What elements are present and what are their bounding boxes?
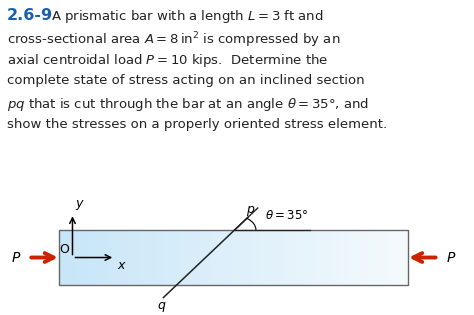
Bar (111, 230, 118, 285)
Bar (280, 230, 286, 285)
Bar (100, 230, 106, 285)
Bar (315, 230, 320, 285)
Text: $\theta= 35°$: $\theta= 35°$ (265, 209, 309, 222)
Bar (402, 230, 408, 285)
Bar (199, 230, 204, 285)
Bar (65, 230, 71, 285)
Bar (94, 230, 100, 285)
Bar (233, 230, 239, 285)
Bar (193, 230, 199, 285)
Bar (320, 230, 326, 285)
Bar (140, 230, 146, 285)
Text: show the stresses on a properly oriented stress element.: show the stresses on a properly oriented… (7, 118, 387, 131)
Bar (222, 230, 228, 285)
Text: O: O (59, 243, 69, 256)
Bar (187, 230, 193, 285)
Bar (297, 230, 303, 285)
Bar (251, 230, 257, 285)
Bar (268, 230, 274, 285)
Bar (146, 230, 152, 285)
Bar (379, 230, 384, 285)
Bar (170, 230, 175, 285)
Bar (71, 230, 77, 285)
Bar (123, 230, 129, 285)
Text: P: P (12, 250, 20, 265)
Bar (309, 230, 315, 285)
Text: P: P (447, 250, 455, 265)
Text: complete state of stress acting on an inclined section: complete state of stress acting on an in… (7, 74, 365, 87)
Text: cross-sectional area $A = 8\,\mathrm{in}^2$ is compressed by an: cross-sectional area $A = 8\,\mathrm{in}… (7, 30, 340, 49)
Bar (356, 230, 361, 285)
Bar (59, 230, 65, 285)
Bar (158, 230, 164, 285)
Bar (135, 230, 140, 285)
Bar (82, 230, 88, 285)
Text: axial centroidal load $P = 10$ kips.  Determine the: axial centroidal load $P = 10$ kips. Det… (7, 52, 328, 69)
Bar (210, 230, 216, 285)
Text: p: p (246, 203, 254, 216)
Bar (326, 230, 332, 285)
Bar (117, 230, 123, 285)
Bar (303, 230, 309, 285)
Bar (396, 230, 402, 285)
Bar (286, 230, 292, 285)
Bar (88, 230, 94, 285)
Bar (292, 230, 297, 285)
Bar (175, 230, 181, 285)
Bar (373, 230, 379, 285)
Bar (239, 230, 245, 285)
Bar (390, 230, 396, 285)
Bar (106, 230, 111, 285)
Bar (274, 230, 280, 285)
Text: x: x (118, 259, 125, 272)
Text: 2.6-9: 2.6-9 (7, 8, 53, 23)
Bar (228, 230, 233, 285)
Bar (344, 230, 349, 285)
Bar (204, 230, 210, 285)
Bar (332, 230, 338, 285)
Bar (152, 230, 158, 285)
Text: q: q (157, 299, 165, 312)
Bar (361, 230, 367, 285)
Bar (367, 230, 373, 285)
Bar (350, 230, 356, 285)
Bar (263, 230, 268, 285)
Bar (245, 230, 251, 285)
Bar (257, 230, 263, 285)
Text: $pq$ that is cut through the bar at an angle $\theta = 35°$, and: $pq$ that is cut through the bar at an a… (7, 96, 369, 113)
Bar (216, 230, 222, 285)
Bar (181, 230, 187, 285)
Bar (338, 230, 344, 285)
Bar (384, 230, 390, 285)
Text: y: y (75, 197, 82, 210)
Text: A prismatic bar with a length $L = 3$ ft and: A prismatic bar with a length $L = 3$ ft… (51, 8, 323, 25)
Bar (59, 230, 408, 285)
Bar (77, 230, 82, 285)
Bar (129, 230, 135, 285)
Bar (164, 230, 170, 285)
